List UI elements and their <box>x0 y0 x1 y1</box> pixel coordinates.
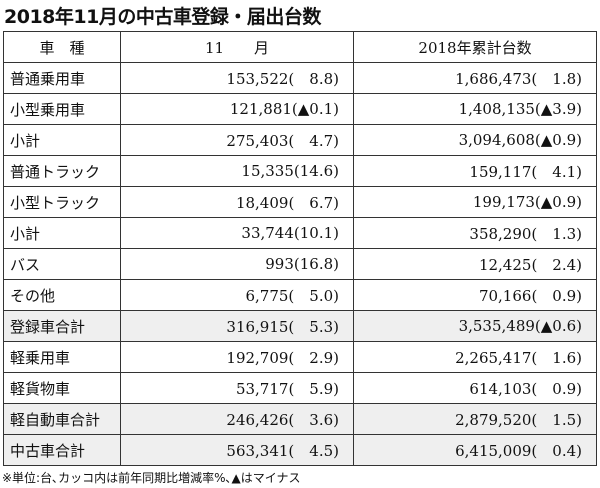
column-header: 11 月 <box>120 31 354 63</box>
value-cell: 316,915( 5.3) <box>120 310 354 342</box>
column-header: 2018年累計台数 <box>353 31 597 63</box>
value-cell: 614,103( 0.9) <box>353 372 597 404</box>
table-row: 普通乗用車 153,522( 8.8) 1,686,473( 1.8) <box>3 62 597 94</box>
value-cell: 1,408,135(▲3.9) <box>353 93 597 125</box>
value-cell: 192,709( 2.9) <box>120 341 354 373</box>
table-row: 小型乗用車 121,881(▲0.1) 1,408,135(▲3.9) <box>3 93 597 125</box>
table-row: 軽自動車合計 246,426( 3.6) 2,879,520( 1.5) <box>3 403 597 435</box>
data-table: 車 種 11 月 2018年累計台数 普通乗用車 153,522( 8.8) 1,686… <box>3 31 597 466</box>
value-cell: 3,094,608(▲0.9) <box>353 124 597 156</box>
table-row: 小型トラック 18,409( 6.7) 199,173(▲0.9) <box>3 186 597 218</box>
value-cell: 358,290( 1.3) <box>353 217 597 249</box>
table-row: 軽乗用車 192,709( 2.9) 2,265,417( 1.6) <box>3 341 597 373</box>
table-row: 登録車合計 316,915( 5.3) 3,535,489(▲0.6) <box>3 310 597 342</box>
title: 2018年11月の中古車登録・届出台数 <box>4 6 321 28</box>
value-cell: 199,173(▲0.9) <box>353 186 597 218</box>
value-cell: 1,686,473( 1.8) <box>353 62 597 94</box>
table-row: 中古車合計 563,341( 4.5) 6,415,009( 0.4) <box>3 434 597 466</box>
category-cell: 普通トラック <box>3 155 121 187</box>
value-cell: 70,166( 0.9) <box>353 279 597 311</box>
table-row: バス 993(16.8) 12,425( 2.4) <box>3 248 597 280</box>
value-cell: 3,535,489(▲0.6) <box>353 310 597 342</box>
value-cell: 12,425( 2.4) <box>353 248 597 280</box>
category-cell: 軽貨物車 <box>3 372 121 404</box>
value-cell: 121,881(▲0.1) <box>120 93 354 125</box>
value-cell: 53,717( 5.9) <box>120 372 354 404</box>
category-cell: 軽自動車合計 <box>3 403 121 435</box>
category-cell: 登録車合計 <box>3 310 121 342</box>
value-cell: 18,409( 6.7) <box>120 186 354 218</box>
value-cell: 153,522( 8.8) <box>120 62 354 94</box>
table-row: 小計 33,744(10.1) 358,290( 1.3) <box>3 217 597 249</box>
value-cell: 159,117( 4.1) <box>353 155 597 187</box>
column-header: 車 種 <box>3 31 121 63</box>
category-cell: バス <box>3 248 121 280</box>
table-row: 普通トラック 15,335(14.6) 159,117( 4.1) <box>3 155 597 187</box>
category-cell: 中古車合計 <box>3 434 121 466</box>
value-cell: 33,744(10.1) <box>120 217 354 249</box>
value-cell: 2,265,417( 1.6) <box>353 341 597 373</box>
category-cell: 小型トラック <box>3 186 121 218</box>
category-cell: 軽乗用車 <box>3 341 121 373</box>
header-row: 車 種 11 月 2018年累計台数 <box>3 31 597 63</box>
table-row: 軽貨物車 53,717( 5.9) 614,103( 0.9) <box>3 372 597 404</box>
table-row: 小計 275,403( 4.7) 3,094,608(▲0.9) <box>3 124 597 156</box>
footnote: ※単位:台､カッコ内は前年同期比増減率%､▲はマイナス <box>2 471 301 485</box>
category-cell: その他 <box>3 279 121 311</box>
table-row: その他 6,775( 5.0) 70,166( 0.9) <box>3 279 597 311</box>
value-cell: 6,415,009( 0.4) <box>353 434 597 466</box>
value-cell: 2,879,520( 1.5) <box>353 403 597 435</box>
value-cell: 246,426( 3.6) <box>120 403 354 435</box>
value-cell: 15,335(14.6) <box>120 155 354 187</box>
category-cell: 小型乗用車 <box>3 93 121 125</box>
value-cell: 993(16.8) <box>120 248 354 280</box>
category-cell: 小計 <box>3 217 121 249</box>
value-cell: 563,341( 4.5) <box>120 434 354 466</box>
category-cell: 小計 <box>3 124 121 156</box>
value-cell: 275,403( 4.7) <box>120 124 354 156</box>
value-cell: 6,775( 5.0) <box>120 279 354 311</box>
category-cell: 普通乗用車 <box>3 62 121 94</box>
